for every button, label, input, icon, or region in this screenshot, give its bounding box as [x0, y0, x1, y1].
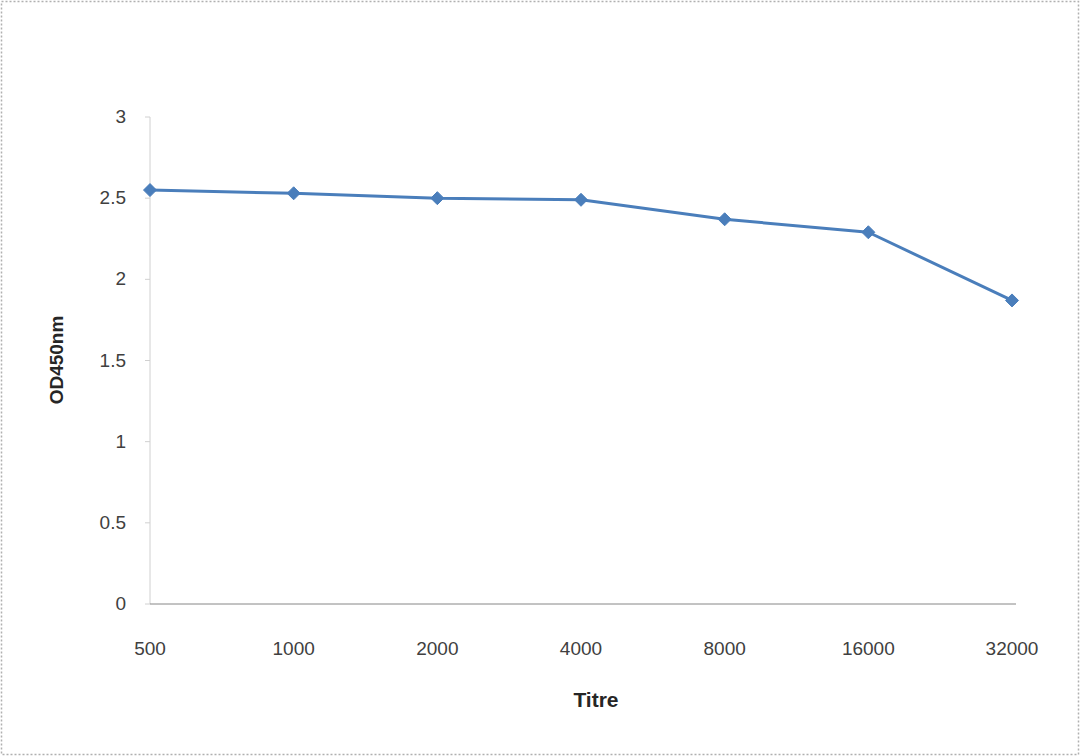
y-tick — [145, 360, 150, 361]
x-tick-label: 1000 — [273, 638, 315, 659]
y-axis-label: OD450nm — [46, 316, 67, 405]
x-tick-label: 4000 — [560, 638, 602, 659]
y-tick — [145, 604, 150, 605]
data-line — [150, 190, 1012, 300]
data-point — [862, 226, 875, 239]
plot-area — [144, 184, 1019, 307]
chart: 0 0.5 1 1.5 2 2.5 3 500 1000 2000 4000 8000 16000 320… — [0, 0, 1080, 756]
x-tick-label: 16000 — [842, 638, 895, 659]
x-tick-label: 32000 — [986, 638, 1039, 659]
data-point — [287, 187, 300, 200]
x-tick-label: 2000 — [416, 638, 458, 659]
y-tick — [145, 441, 150, 442]
data-point — [1006, 294, 1019, 307]
y-tick-label: 1.5 — [100, 350, 126, 371]
x-axis-label: Titre — [573, 688, 618, 711]
y-tick-label: 0 — [115, 593, 126, 614]
y-tick-label: 1 — [115, 431, 126, 452]
data-point — [431, 192, 444, 205]
y-tick — [145, 198, 150, 199]
y-tick — [145, 279, 150, 280]
x-tick-label: 8000 — [704, 638, 746, 659]
x-axis — [150, 604, 1016, 605]
data-point — [144, 184, 157, 197]
y-tick-label: 0.5 — [100, 512, 126, 533]
x-tick-label: 500 — [134, 638, 166, 659]
y-tick-label: 2 — [115, 268, 126, 289]
y-tick-label: 3 — [115, 106, 126, 127]
data-point — [718, 213, 731, 226]
data-point — [575, 193, 588, 206]
y-tick-label: 2.5 — [100, 187, 126, 208]
frame — [2, 2, 1079, 755]
y-tick — [145, 117, 150, 118]
y-tick — [145, 522, 150, 523]
